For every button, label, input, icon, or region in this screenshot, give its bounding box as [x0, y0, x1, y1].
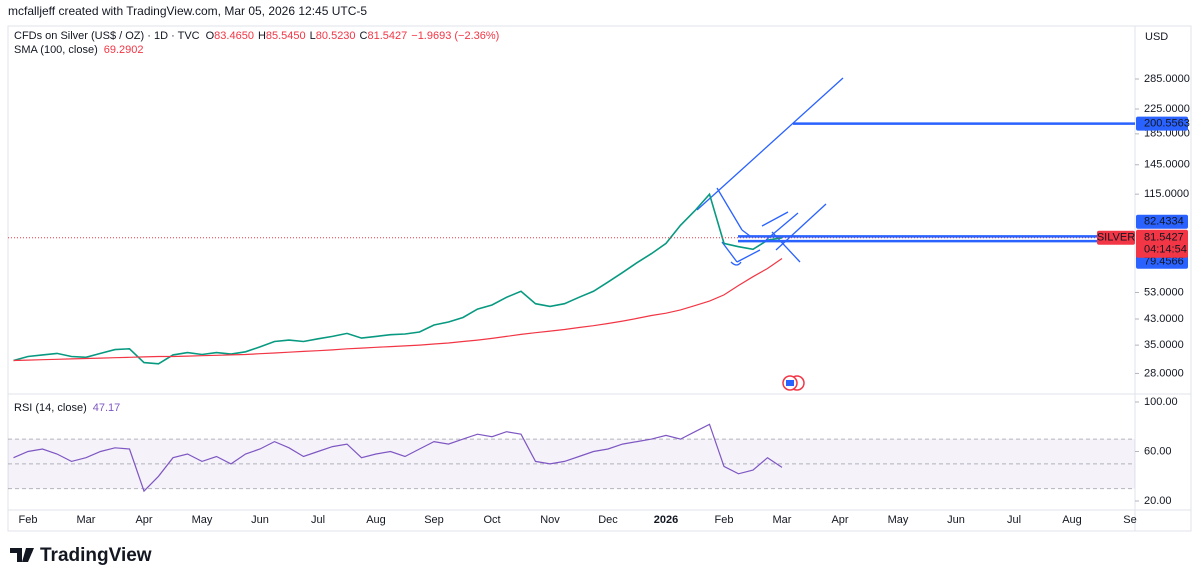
y-tick-label: 285.0000	[1144, 73, 1190, 85]
series-line	[13, 258, 783, 362]
trend-line	[741, 229, 751, 237]
series-name: SMA (100, close)	[14, 44, 98, 56]
symbol-tag-bg	[1097, 230, 1135, 245]
trend-line	[716, 187, 743, 231]
ohlc-value: 80.5230	[316, 30, 356, 42]
x-tick-label: May	[192, 514, 213, 526]
price-legend: CFDs on Silver (US$ / OZ) · 1D · TVC O83.…	[14, 30, 499, 42]
x-tick-label: May	[888, 514, 909, 526]
change: −1.9693 (−2.36%)	[411, 30, 499, 42]
x-tick-label: Aug	[1062, 514, 1082, 526]
x-tick-label: Oct	[483, 514, 500, 526]
ohlc-value: 81.5427	[368, 30, 408, 42]
y-tick-label: 28.0000	[1144, 367, 1184, 379]
rsi-legend: RSI (14, close) 47.17	[14, 402, 120, 414]
series-line	[13, 192, 783, 365]
y-tick-label: 185.0000	[1144, 128, 1190, 140]
series-line	[13, 423, 783, 493]
level-label: 82.4334	[1144, 216, 1184, 228]
x-tick-label: Mar	[77, 514, 96, 526]
ohlc-key: L	[310, 30, 316, 42]
symbol-tag: SILVER	[1097, 232, 1135, 244]
x-tick-label: Apr	[135, 514, 152, 526]
chart-title: CFDs on Silver (US$ / OZ) · 1D · TVC	[14, 30, 200, 42]
sma-legend: SMA (100, close) 69.2902	[14, 44, 144, 56]
ohlc-value: 85.5450	[266, 30, 306, 42]
x-tick-label: Jul	[1007, 514, 1021, 526]
x-tick-label: Apr	[831, 514, 848, 526]
y-tick-label: 100.00	[1144, 396, 1178, 408]
ohlc-value: 83.4650	[214, 30, 254, 42]
y-tick-label: 35.0000	[1144, 339, 1184, 351]
y-tick-label: 145.0000	[1144, 159, 1190, 171]
x-tick-label: Jun	[251, 514, 269, 526]
brand: TradingView	[10, 545, 152, 566]
series-name: RSI (14, close)	[14, 402, 87, 414]
arrow	[730, 261, 742, 266]
series-value: 69.2902	[104, 44, 144, 56]
trend-line	[696, 77, 844, 211]
level-label: 200.5563	[1144, 118, 1190, 130]
trend-line	[761, 211, 789, 227]
x-tick-label: Dec	[598, 514, 618, 526]
level-label-bg	[1136, 254, 1188, 269]
x-tick-label: 2026	[654, 514, 678, 526]
last-price-label: 81.5427	[1144, 232, 1184, 244]
brand-logo-dot	[27, 548, 33, 554]
series-value: 47.17	[93, 402, 121, 414]
y-tick-label: 115.0000	[1144, 188, 1189, 200]
y-tick-label: 60.00	[1144, 445, 1172, 457]
frame	[7, 25, 1192, 532]
x-tick-label: Jul	[311, 514, 325, 526]
x-tick-label: Feb	[715, 514, 734, 526]
y-tick-label: 20.00	[1144, 495, 1172, 507]
ohlc-key: H	[258, 30, 266, 42]
x-tick-label: Aug	[366, 514, 386, 526]
x-tick-label: Sep	[424, 514, 444, 526]
level-label-bg	[1136, 214, 1188, 229]
ohlc-key: O	[206, 30, 215, 42]
currency: USD	[1145, 31, 1168, 43]
level-label: 79.4566	[1144, 256, 1184, 268]
trend-line	[736, 249, 761, 263]
credit: mcfalljeff created with TradingView.com,…	[8, 4, 367, 18]
brand-name: TradingView	[40, 545, 152, 566]
x-tick-label: Se	[1123, 514, 1136, 526]
y-tick-label: 53.0000	[1144, 286, 1184, 298]
x-tick-label: Jun	[947, 514, 965, 526]
y-tick-label: 225.0000	[1144, 103, 1190, 115]
level-label-bg	[1136, 116, 1188, 131]
trend-line	[721, 241, 738, 263]
x-tick-label: Feb	[19, 514, 38, 526]
x-tick-label: Mar	[773, 514, 792, 526]
ohlc-key: C	[360, 30, 368, 42]
icon-flag	[786, 380, 794, 386]
x-tick-label: Nov	[540, 514, 560, 526]
flag-icon	[782, 375, 805, 391]
last-price-bg	[1136, 229, 1188, 258]
countdown: 04:14:54	[1144, 244, 1187, 256]
y-tick-label: 43.0000	[1144, 313, 1184, 325]
